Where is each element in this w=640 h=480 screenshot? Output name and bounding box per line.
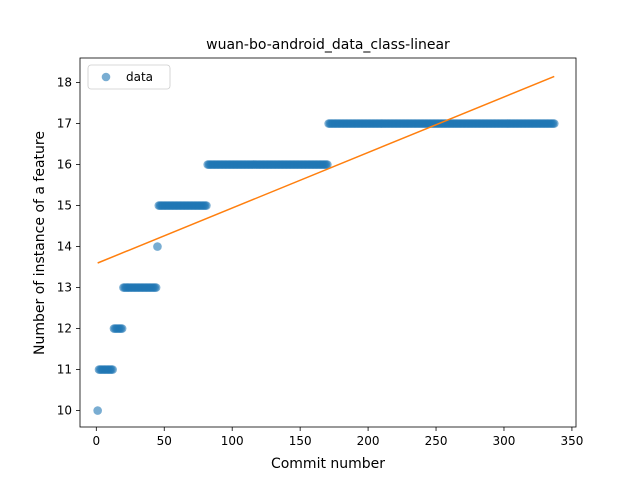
y-tick-label: 12 — [57, 322, 72, 336]
plot-area — [93, 75, 559, 415]
y-tick-label: 10 — [57, 404, 72, 418]
y-tick-label: 11 — [57, 363, 72, 377]
y-tick-label: 14 — [57, 240, 72, 254]
legend-box — [87, 64, 171, 90]
legend: data — [87, 64, 171, 90]
chart-title: wuan-bo-android_data_class-linear — [206, 37, 450, 53]
data-point — [108, 365, 117, 374]
data-point — [117, 324, 127, 333]
y-tick-label: 17 — [57, 117, 72, 131]
x-tick-label: 0 — [92, 434, 100, 448]
data-point — [151, 283, 161, 292]
data-point — [323, 160, 332, 169]
axes: 0 50 100 150 200 250 300 350 10 11 12 13 14 15 16 17 18 — [57, 57, 583, 448]
data-point — [93, 406, 102, 415]
y-tick-label: 18 — [57, 76, 72, 90]
x-tick-label: 100 — [221, 434, 244, 448]
data-point — [153, 242, 162, 251]
y-tick-label: 13 — [57, 281, 72, 295]
x-tick-label: 250 — [425, 434, 448, 448]
x-tick-label: 150 — [289, 434, 312, 448]
y-axis-label: Number of instance of a feature — [32, 131, 48, 355]
data-point — [202, 201, 211, 210]
data-point — [549, 119, 559, 128]
x-tick-label: 300 — [493, 434, 516, 448]
legend-label: data — [126, 70, 153, 84]
x-tick-label: 200 — [357, 434, 380, 448]
y-tick-label: 16 — [57, 158, 72, 172]
legend-marker — [101, 72, 111, 82]
fit-line — [97, 75, 555, 264]
x-axis-label: Commit number — [271, 456, 385, 472]
x-tick-label: 50 — [157, 434, 172, 448]
y-tick-label: 15 — [57, 199, 72, 213]
x-tick-label: 350 — [560, 434, 583, 448]
axes-frame — [79, 57, 577, 428]
